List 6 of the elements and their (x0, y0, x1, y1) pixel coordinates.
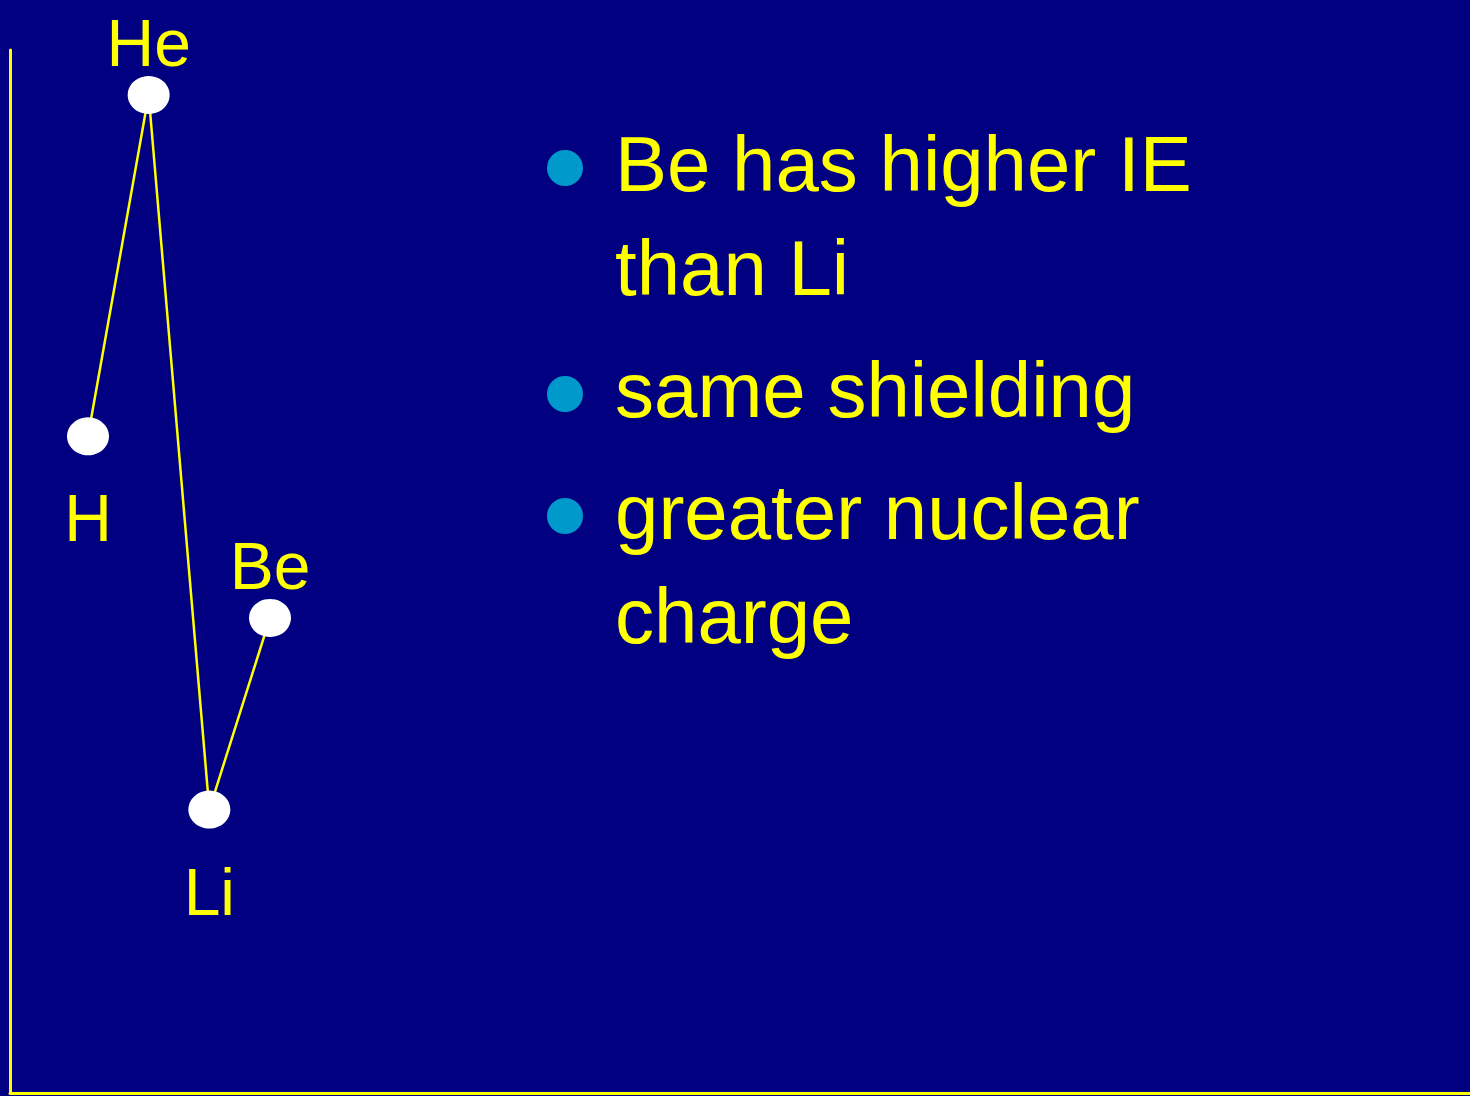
text: same shielding (615, 346, 1136, 434)
x-tick-label: He (106, 6, 191, 80)
x-tick-label: H (64, 481, 112, 556)
x-tick-label: Li (183, 854, 236, 929)
text: greater nuclear charge (615, 468, 1140, 660)
x-tick-label: Be (229, 528, 311, 603)
